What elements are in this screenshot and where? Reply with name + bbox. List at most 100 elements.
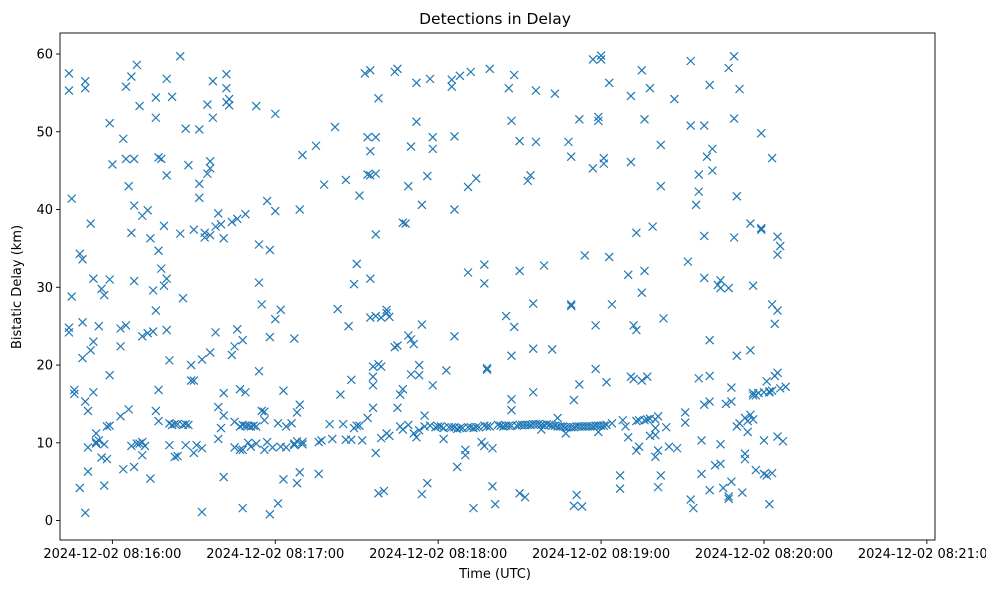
data-point [254, 240, 264, 249]
data-point [686, 495, 696, 504]
data-point [352, 259, 362, 269]
data-point [88, 387, 98, 397]
data-point [479, 260, 489, 270]
data-point [268, 443, 277, 452]
data-point [409, 339, 419, 349]
data-point [129, 276, 139, 286]
data-point [688, 503, 698, 513]
data-point [189, 376, 199, 386]
data-point [156, 154, 166, 164]
data-point [390, 342, 400, 352]
data-point [629, 320, 639, 330]
data-point [569, 501, 579, 511]
data-point [75, 249, 85, 259]
data-point [705, 80, 715, 90]
data-point [78, 254, 87, 264]
data-point [80, 397, 90, 407]
data-point [251, 422, 261, 431]
data-point [420, 411, 430, 421]
data-point [507, 116, 516, 126]
data-point [615, 484, 625, 494]
data-point [243, 438, 253, 448]
data-point [626, 91, 636, 101]
data-point [591, 364, 601, 374]
data-point [656, 140, 666, 150]
data-point [167, 92, 177, 102]
data-point [599, 421, 609, 431]
data-point [553, 413, 563, 423]
data-point [83, 443, 93, 452]
data-point [699, 400, 709, 410]
data-point [756, 223, 766, 233]
data-point [724, 283, 734, 293]
data-point [659, 313, 668, 323]
data-point [493, 420, 503, 430]
data-point [257, 299, 267, 309]
data-point [406, 369, 416, 379]
data-point [773, 306, 782, 316]
y-axis-ticks: 0 10 20 30 40 50 60 [36, 47, 60, 529]
data-point [154, 385, 163, 395]
data-point [363, 170, 373, 179]
y-tick-label: 20 [36, 359, 53, 374]
data-point [626, 157, 636, 167]
data-point [645, 83, 655, 93]
data-point [428, 132, 438, 142]
data-point [175, 51, 185, 61]
data-point [436, 422, 446, 431]
data-point [403, 331, 413, 340]
data-point [371, 169, 381, 179]
y-tick-label: 60 [36, 47, 53, 62]
data-point [260, 445, 269, 455]
data-point [159, 281, 169, 291]
data-point [773, 368, 782, 378]
data-point [718, 483, 728, 493]
data-point [515, 136, 525, 146]
data-point [621, 422, 630, 431]
data-point [186, 376, 196, 386]
data-point [346, 375, 356, 385]
data-point [194, 179, 204, 189]
data-point [221, 83, 231, 93]
data-point [352, 421, 362, 431]
data-point [417, 200, 427, 210]
data-point [254, 366, 264, 376]
data-point [257, 406, 267, 416]
data-point [91, 437, 101, 447]
data-point [618, 415, 628, 425]
data-point [371, 311, 381, 321]
data-point [265, 245, 275, 255]
data-point [355, 191, 364, 200]
data-point [637, 288, 647, 298]
data-point [382, 305, 392, 315]
data-point [64, 327, 74, 337]
data-point [162, 274, 172, 284]
data-point [137, 437, 147, 447]
data-point [726, 397, 736, 407]
data-point [232, 214, 242, 224]
data-point [344, 321, 354, 331]
data-point [775, 241, 785, 251]
data-point [124, 404, 134, 414]
data-point [729, 51, 739, 61]
data-point [759, 469, 769, 479]
data-point [479, 441, 489, 451]
data-point [463, 268, 473, 277]
data-point [360, 69, 370, 78]
data-point [75, 483, 85, 493]
data-point [412, 432, 421, 442]
data-point [314, 437, 324, 447]
data-point [767, 386, 777, 396]
data-point [129, 201, 139, 211]
data-point [102, 422, 112, 431]
data-point [515, 488, 525, 498]
data-point [126, 72, 136, 81]
data-point [314, 469, 324, 479]
data-point [572, 490, 582, 500]
data-point [382, 308, 392, 318]
data-point [156, 264, 166, 274]
data-point [439, 434, 449, 444]
data-point [615, 471, 625, 480]
data-point [764, 499, 774, 509]
data-point [102, 454, 112, 464]
